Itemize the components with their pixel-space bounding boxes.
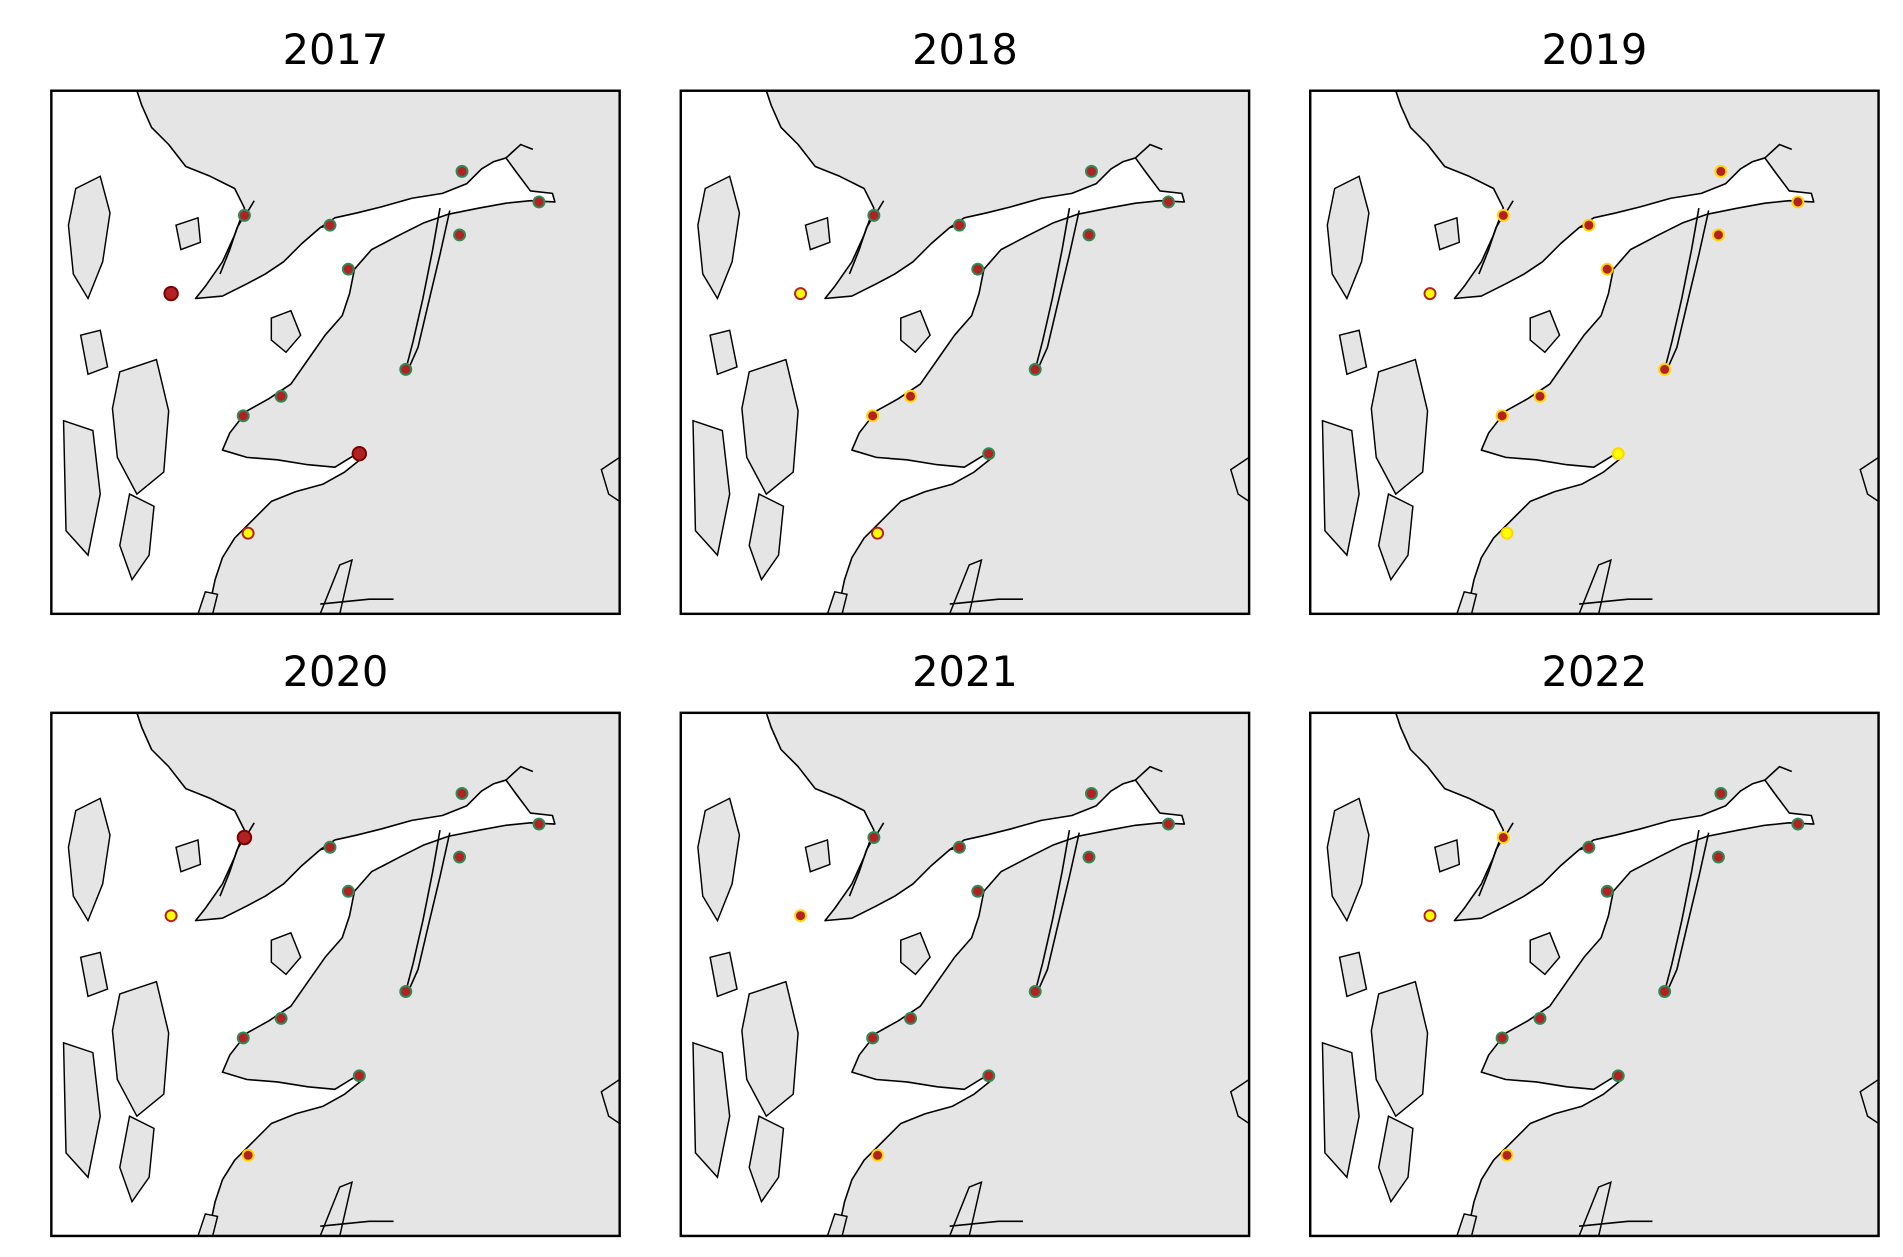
- panel-frame: [1309, 711, 1880, 1238]
- station-marker: [1711, 850, 1725, 864]
- station-marker: [237, 208, 251, 222]
- station-marker: [453, 228, 467, 242]
- station-marker: [871, 526, 885, 540]
- station-marker: [352, 1069, 366, 1083]
- station-marker: [453, 850, 467, 864]
- station-marker: [866, 409, 880, 423]
- station-marker: [1084, 164, 1098, 178]
- station-marker: [341, 262, 355, 276]
- station-marker: [871, 1148, 885, 1162]
- panel-frame: [1309, 89, 1880, 616]
- station-marker: [1533, 1011, 1547, 1025]
- map-panel: [50, 711, 621, 1238]
- station-marker: [952, 840, 966, 854]
- station-marker: [163, 285, 179, 302]
- station-marker: [952, 218, 966, 232]
- station-marker: [1028, 362, 1042, 376]
- panel-title: 2020: [283, 647, 389, 696]
- station-marker: [323, 840, 337, 854]
- station-marker: [1714, 787, 1728, 800]
- station-marker: [904, 1011, 918, 1025]
- map-panel: [1309, 89, 1880, 616]
- panel-title: 2018: [912, 25, 1018, 74]
- station-marker: [164, 909, 178, 923]
- station-marker: [1495, 409, 1509, 423]
- station-marker: [1611, 447, 1625, 461]
- station-marker: [794, 909, 808, 923]
- panel-frame: [50, 89, 621, 616]
- station-marker: [274, 389, 288, 403]
- panel-title: 2021: [912, 647, 1018, 696]
- station-marker: [341, 884, 355, 898]
- station-marker: [1533, 389, 1547, 403]
- station-marker: [1084, 787, 1098, 800]
- station-marker: [1500, 526, 1514, 540]
- station-marker: [1600, 884, 1614, 898]
- map-panel: [1309, 711, 1880, 1238]
- station-marker: [236, 1031, 250, 1045]
- station-marker: [1082, 850, 1096, 864]
- map-panel: [50, 89, 621, 616]
- station-marker: [794, 287, 808, 301]
- panel-title: 2017: [283, 25, 389, 74]
- station-marker: [241, 526, 255, 540]
- station-marker: [1500, 1148, 1514, 1162]
- station-marker: [351, 446, 368, 462]
- station-marker: [1161, 195, 1175, 209]
- panel-title: 2019: [1542, 25, 1648, 74]
- station-marker: [1658, 362, 1672, 376]
- station-marker: [971, 262, 985, 276]
- station-marker: [323, 218, 337, 232]
- station-marker: [1714, 164, 1728, 178]
- station-marker: [1423, 909, 1437, 923]
- station-marker: [982, 1069, 996, 1083]
- map-panel: [679, 711, 1251, 1238]
- panel-frame: [679, 711, 1251, 1238]
- station-marker: [982, 447, 996, 461]
- panel-frame: [679, 89, 1251, 616]
- station-marker: [867, 208, 881, 222]
- station-marker: [455, 164, 469, 178]
- station-marker: [1791, 195, 1805, 209]
- station-marker: [274, 1011, 288, 1025]
- station-marker: [1082, 228, 1096, 242]
- panel-frame: [50, 711, 621, 1238]
- station-marker: [1582, 840, 1596, 854]
- station-marker: [1658, 985, 1672, 998]
- station-marker: [241, 1148, 255, 1162]
- station-marker: [1611, 1069, 1625, 1083]
- station-marker: [399, 362, 413, 376]
- station-marker: [532, 195, 546, 209]
- station-marker: [236, 829, 253, 846]
- station-marker: [1161, 817, 1175, 831]
- station-marker: [236, 409, 250, 423]
- station-marker: [1600, 262, 1614, 276]
- station-marker: [1582, 218, 1596, 232]
- station-marker: [1791, 817, 1805, 831]
- station-marker: [399, 985, 413, 998]
- station-marker: [455, 787, 469, 800]
- station-marker: [1423, 287, 1437, 301]
- station-marker: [1496, 831, 1510, 844]
- station-marker: [532, 817, 546, 831]
- station-marker: [866, 1031, 880, 1045]
- station-marker: [904, 389, 918, 403]
- station-marker: [867, 831, 881, 844]
- station-marker: [1711, 228, 1725, 242]
- station-marker: [971, 884, 985, 898]
- station-marker: [1496, 208, 1510, 222]
- panel-title: 2022: [1542, 647, 1648, 696]
- map-panel: [679, 89, 1251, 616]
- station-marker: [1028, 985, 1042, 998]
- station-marker: [1495, 1031, 1509, 1045]
